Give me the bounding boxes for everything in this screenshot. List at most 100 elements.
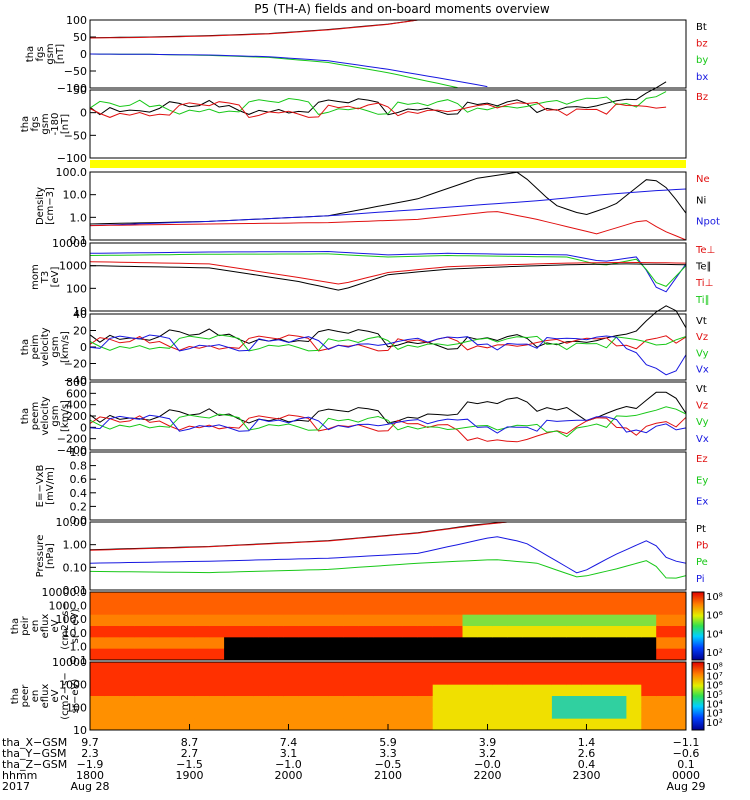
ytick-label: 10000 <box>52 237 87 250</box>
spectrogram-cell <box>149 707 165 720</box>
spectrogram-cell <box>388 673 404 686</box>
spectrogram-cell <box>522 684 538 697</box>
spectrogram-cell <box>522 696 538 708</box>
spectrogram-cell <box>328 718 344 731</box>
xaxis-value: Aug 28 <box>71 780 110 793</box>
legend-label: Vy <box>696 348 709 359</box>
spectrogram-cell <box>164 684 180 697</box>
spectrogram-cell <box>462 637 478 650</box>
ytick-label: 10.00 <box>56 516 88 529</box>
spectrogram-cell <box>671 696 687 708</box>
ylabel-line: sr−eV) <box>70 609 81 644</box>
spectrogram-cell <box>268 696 285 708</box>
ytick-label: 0.6 <box>70 473 88 486</box>
spectrogram-cell <box>402 603 419 616</box>
xaxis-value: 2300 <box>572 769 600 782</box>
spectrogram-cell <box>104 626 121 638</box>
spectrogram-cell <box>611 603 627 616</box>
xaxis-value: −1.5 <box>176 758 203 771</box>
ytick-label: −40 <box>64 374 87 387</box>
spectrogram-cell <box>417 592 434 604</box>
spectrogram-cell <box>373 637 389 650</box>
spectrogram-cell <box>134 718 151 731</box>
legend-label: Bz <box>696 92 708 103</box>
ylabel-line: [km/s] <box>60 331 71 363</box>
spectrogram-cell <box>90 626 106 638</box>
ytick-label: −400 <box>57 444 87 457</box>
xaxis-value: 0.1 <box>677 758 695 771</box>
spectrogram-cell <box>224 707 240 720</box>
spectrogram-cell <box>626 603 642 616</box>
spectrogram-cell <box>164 673 180 686</box>
spectrogram-cell <box>462 626 478 638</box>
spectrogram-cell <box>104 592 121 604</box>
ylabel-line: eV <box>50 619 61 632</box>
ytick-label: 0 <box>80 107 87 120</box>
spectrogram-cell <box>358 626 374 638</box>
spectrogram-cell <box>119 614 136 627</box>
spectrogram-cell <box>477 637 493 650</box>
spectrogram-cell <box>522 637 538 650</box>
ylabel-line: Density <box>35 187 46 225</box>
ytick-label: 100.0 <box>56 166 88 179</box>
legend-label: bz <box>696 39 708 50</box>
spectrogram-cell <box>209 718 225 731</box>
spectrogram-cell <box>432 707 449 720</box>
spectrogram-cell <box>194 696 210 708</box>
spectrogram-cell <box>596 603 612 616</box>
spectrogram-cell <box>596 696 612 708</box>
spectrogram-cell <box>268 614 285 627</box>
spectrogram-cell <box>522 603 538 616</box>
spectrogram-cell <box>194 614 210 627</box>
spectrogram-cell <box>432 684 449 697</box>
spectrogram-cell <box>611 718 627 731</box>
ytick-label: 0.2 <box>70 500 88 513</box>
spectrogram-cell <box>641 592 657 604</box>
spectrogram-cell <box>149 684 165 697</box>
ylabel-line: [nT] <box>60 114 71 134</box>
spectrogram-cell <box>373 648 389 661</box>
spectrogram-cell <box>90 603 106 616</box>
series-line-Pb <box>89 521 508 551</box>
spectrogram-cell <box>566 614 583 627</box>
spectrogram-cell <box>268 603 285 616</box>
spectrogram-cell <box>298 614 314 627</box>
ylabel-line: gsm <box>50 405 61 426</box>
spectrogram-cell <box>671 614 687 627</box>
ylabel-line: tha <box>20 116 31 132</box>
spectrogram-cell <box>268 648 285 661</box>
colorbar-tick-label: 10⁴ <box>706 699 723 710</box>
spectrogram-cell <box>462 603 478 616</box>
colorbar-tick-label: 10⁸ <box>706 592 723 603</box>
ylabel-line: velocity <box>40 396 51 435</box>
series-line-Vz <box>89 414 687 443</box>
ytick-label: 1000.0 <box>49 600 88 613</box>
spectrogram-cell <box>537 696 553 708</box>
spectrogram-cell <box>671 684 687 697</box>
spectrogram-cell <box>358 696 374 708</box>
spectrogram-cell <box>566 718 583 731</box>
spectrogram-cell <box>224 626 240 638</box>
spectrogram-cell <box>671 718 687 731</box>
panel-frame <box>89 313 687 381</box>
spectrogram-cell <box>566 673 583 686</box>
spectrogram-cell <box>447 684 463 697</box>
spectrogram-cell <box>626 662 642 674</box>
spectrogram-cell <box>522 592 538 604</box>
ytick-label: −20 <box>64 358 87 371</box>
legend-label: by <box>696 55 708 66</box>
spectrogram-cell <box>492 684 508 697</box>
spectrogram-cell <box>611 707 627 720</box>
ytick-label: 100 <box>66 701 87 714</box>
spectrogram-cell <box>358 614 374 627</box>
spectrogram-cell <box>447 673 463 686</box>
spectrogram-cell <box>417 626 434 638</box>
spectrogram-cell <box>522 614 538 627</box>
colorbar-tick-label: 10⁶ <box>706 681 723 692</box>
spectrogram-cell <box>507 662 523 674</box>
ylabel-line: E=−VxB <box>35 465 46 508</box>
spectrogram-cell <box>581 626 598 638</box>
legend-label: Ey <box>696 475 708 486</box>
spectrogram-cell <box>537 648 553 661</box>
spectrogram-cell <box>253 684 270 697</box>
